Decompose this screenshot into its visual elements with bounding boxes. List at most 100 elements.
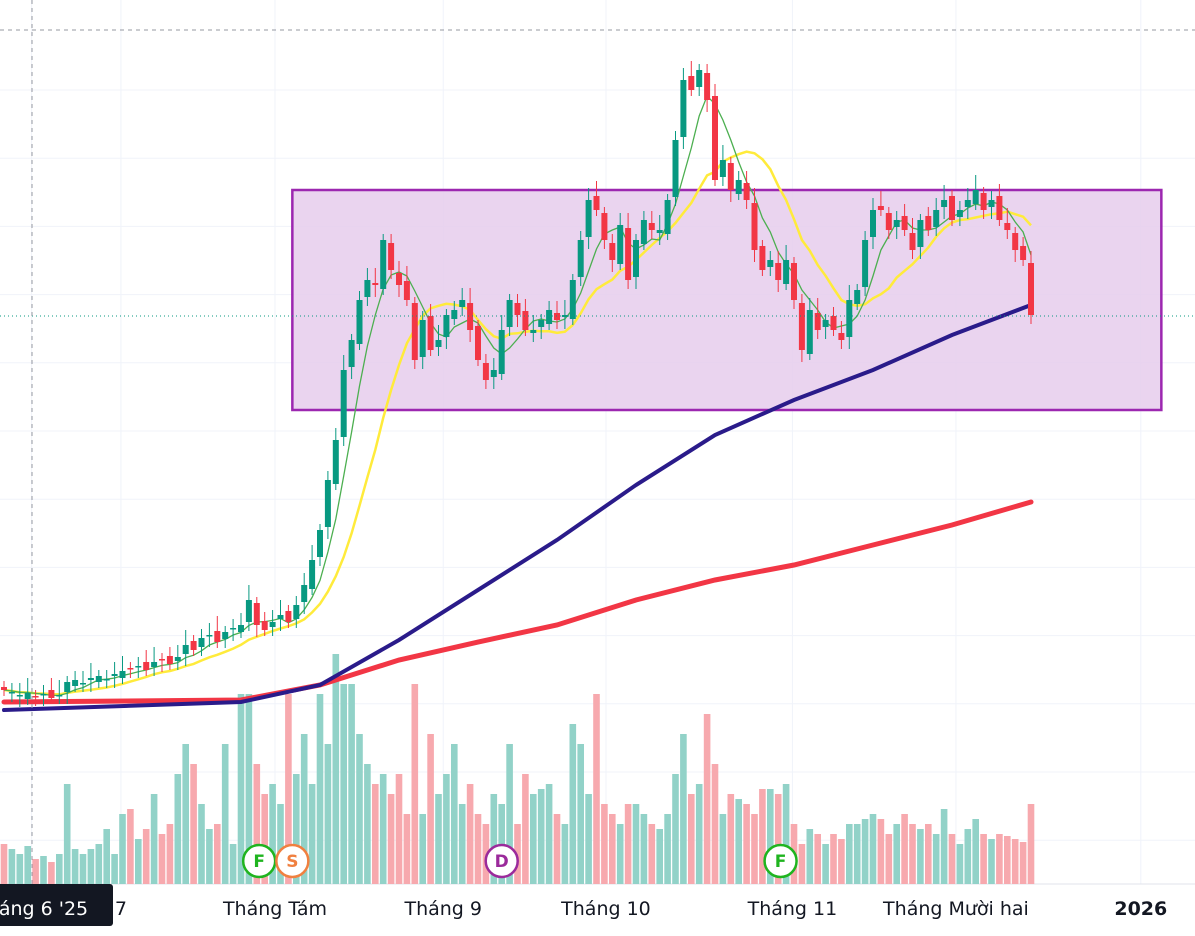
event-marker-label: D — [495, 852, 509, 872]
volume-bar — [324, 744, 332, 884]
candle-body — [24, 693, 31, 699]
volume-bar — [490, 794, 498, 884]
volume-bar — [190, 764, 197, 884]
candle-body — [372, 283, 379, 285]
candle-body — [8, 692, 15, 694]
volume-bar — [474, 814, 482, 884]
crosshair-date-label: Tháng 6 '25 — [0, 898, 88, 920]
candle-body — [972, 190, 979, 204]
candle-body — [996, 196, 1003, 220]
volume-bar — [688, 794, 695, 884]
volume-bar — [372, 784, 379, 884]
candle-body — [648, 223, 655, 230]
volume-bar — [861, 819, 869, 884]
candle-body — [522, 311, 529, 330]
volume-bar — [87, 849, 95, 884]
candle-body — [1, 687, 7, 690]
volume-bar — [774, 794, 782, 884]
candle-body — [475, 326, 481, 360]
volume-bar — [980, 834, 987, 884]
volume-bar — [506, 744, 513, 884]
crosshair-date-badge — [0, 884, 113, 926]
candle-body — [16, 695, 23, 697]
candle-body — [569, 280, 576, 319]
volume-bar — [664, 814, 671, 884]
volume-bar — [893, 824, 900, 884]
rectangle-zone[interactable] — [291, 188, 1163, 412]
volume-bar — [103, 829, 110, 884]
volume-bar — [261, 794, 268, 884]
candle-body — [577, 240, 584, 277]
volume-bar — [972, 819, 979, 884]
candle-body — [48, 690, 55, 698]
candle-body — [704, 73, 711, 100]
time-axis-label: 2026 — [1114, 898, 1167, 920]
volume-bar — [640, 814, 648, 884]
candle-body — [111, 674, 118, 676]
candle-body — [443, 315, 450, 337]
volume-bar — [221, 744, 229, 884]
candle-body — [585, 200, 592, 237]
volume-bar — [877, 819, 885, 884]
volume-bar — [16, 854, 24, 884]
volume-bar — [32, 859, 39, 884]
volume-bar — [427, 734, 434, 884]
moving-averages — [1, 94, 1034, 712]
volume-bar — [917, 829, 924, 884]
volume-bar — [569, 724, 577, 884]
candle-body — [719, 160, 726, 177]
volume-bar — [703, 714, 711, 884]
volume-bar — [751, 814, 758, 884]
candle-body — [672, 140, 679, 197]
event-marker-f[interactable] — [763, 843, 798, 879]
candle-body — [877, 206, 884, 210]
candle-body — [182, 645, 189, 654]
volume-bar — [885, 834, 893, 884]
candle-body — [546, 310, 553, 324]
candle-body — [791, 263, 797, 300]
candle-body — [775, 263, 782, 280]
candle-body — [151, 662, 158, 667]
event-marker-s[interactable] — [275, 843, 310, 879]
candle-body — [933, 210, 940, 227]
time-axis-label: Tháng Tám — [222, 898, 327, 920]
candle-body — [949, 196, 955, 220]
volume-bar — [111, 854, 118, 884]
candle-body — [119, 671, 126, 678]
volume-bar — [561, 824, 569, 884]
candle-body — [854, 290, 861, 304]
overlay — [0, 0, 1195, 884]
ma-fast-line — [3, 94, 1032, 697]
candle-body — [625, 228, 632, 280]
candle-body — [862, 240, 869, 287]
volume-bar — [822, 844, 829, 884]
volume-bar — [530, 794, 537, 884]
candle-body — [435, 340, 442, 347]
candle-body — [285, 611, 292, 622]
time-axis[interactable]: 7 Tháng Tám Tháng 9 Tháng 10 Tháng 11 Tháng M… — [0, 884, 1167, 926]
candle-body — [380, 240, 387, 289]
candle-body — [798, 303, 805, 350]
candle-body — [696, 70, 703, 87]
candle-body — [530, 330, 537, 333]
volume-bar — [127, 809, 134, 884]
candle-body — [759, 246, 766, 270]
event-marker-label: F — [775, 852, 787, 872]
candle-body — [783, 260, 790, 284]
volume-bar — [245, 694, 253, 884]
volume-bar — [79, 854, 87, 884]
candle-body — [601, 213, 608, 240]
volume-bar — [229, 844, 237, 884]
price-zone[interactable] — [291, 188, 1163, 412]
volume-bar — [95, 844, 103, 884]
volume-bar — [830, 834, 837, 884]
volume-bar — [609, 814, 616, 884]
candle-body — [893, 220, 900, 227]
event-marker-d[interactable] — [484, 843, 519, 879]
candle-body — [214, 631, 221, 642]
candle-body — [198, 638, 205, 647]
volume-bar — [253, 764, 261, 884]
candle-body — [80, 683, 86, 685]
